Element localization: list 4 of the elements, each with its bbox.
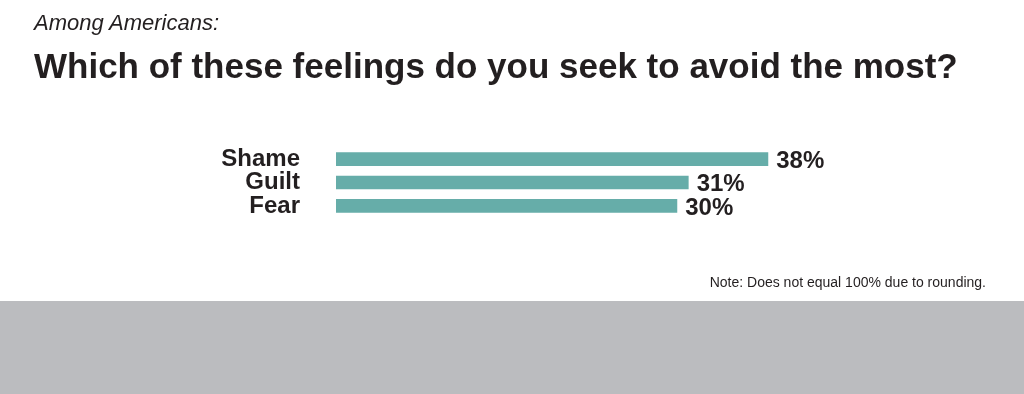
chart-title: Which of these feelings do you seek to avoid the most? bbox=[34, 46, 958, 86]
text: Among Americans: bbox=[34, 10, 220, 36]
data-label: 38% bbox=[776, 145, 825, 173]
text: Note: Does not equal 100% due to rounding. bbox=[709, 274, 986, 290]
